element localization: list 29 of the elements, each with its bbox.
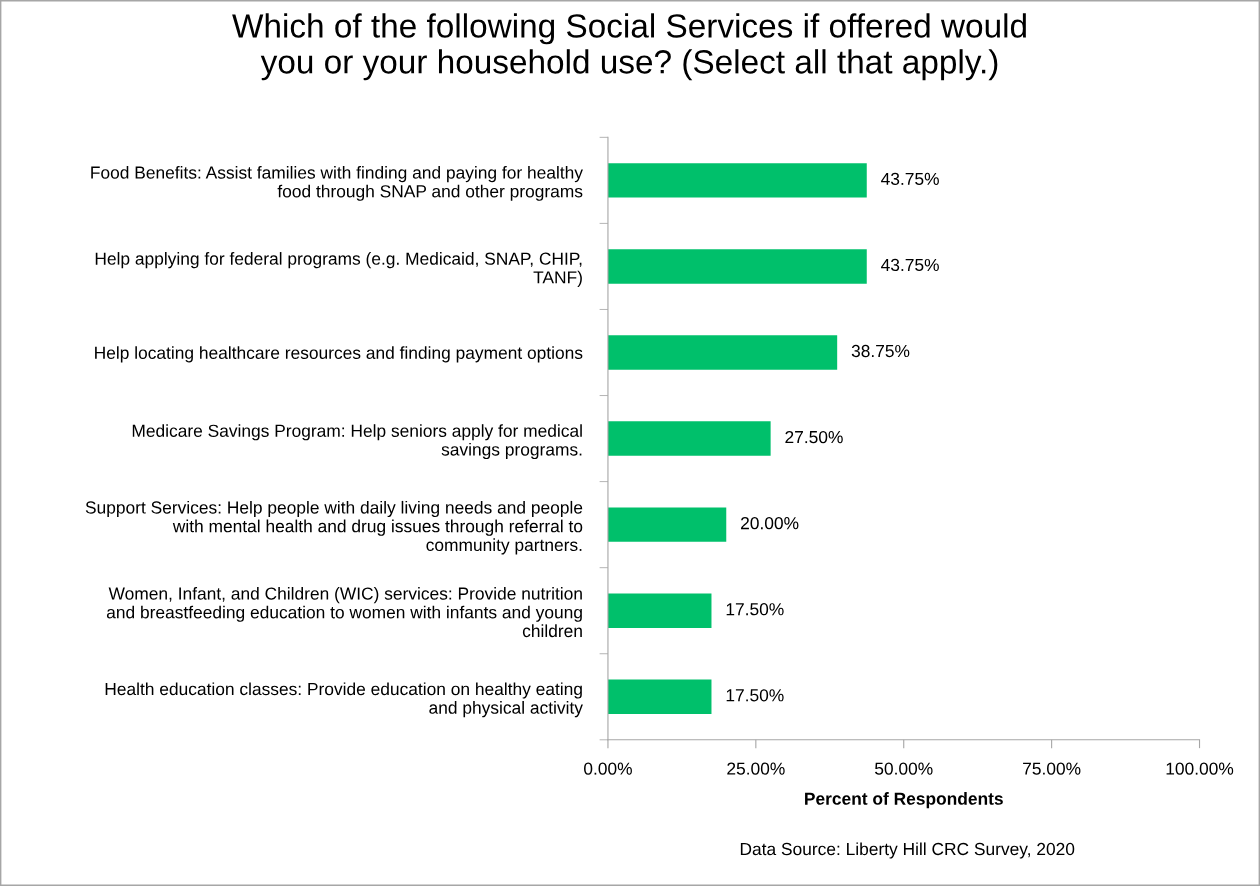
y-tick-label: Women, Infant, and Children (WIC) services: Provide nutrition and breastfeeding education to women with infants and young children [106,586,582,638]
y-tick-label: Support Services: Help people with daily living needs and people with mental health and drug issues through referral to community partners. [85,500,583,555]
bar [607,507,727,542]
bar [607,421,771,456]
y-tick-label: Help locating healthcare resources and finding payment options [95,346,583,363]
source-note: Data Source: Liberty Hill CRC Survey, 2020 [740,842,1075,859]
data-label: 17.50% [726,689,784,702]
y-tick-label: Help applying for federal programs (e.g. Medicaid, SNAP, CHIP, TANF) [95,252,582,287]
x-tick-label: 100.00% [1166,762,1234,775]
data-label: 20.00% [741,517,799,530]
y-tick-label: Food Benefits: Assist families with finding and paying for healthy food through SNAP and other programs [91,165,583,201]
data-label: 38.75% [851,344,910,358]
data-label: 43.75% [881,258,939,272]
x-tick-label: 75.00% [1023,762,1081,775]
bar [607,335,838,370]
bar [607,249,867,284]
data-label: 17.50% [726,603,784,616]
bar [607,593,712,628]
y-tick-label: Medicare Savings Program: Help seniors apply for medical savings programs. [132,424,582,460]
data-label: 27.50% [785,430,843,444]
y-tick-label: Health education classes: Provide education on healthy eating and physical activity [105,682,583,718]
x-tick-label: 25.00% [727,762,785,775]
data-label: 43.75% [881,172,939,186]
bar [607,163,867,198]
x-tick-label: 50.00% [874,762,933,775]
x-tick-label: 0.00% [584,762,632,775]
bar [607,679,712,714]
x-axis-title: Percent of Respondents [805,792,1003,809]
chart-title: Which of the following Social Services if offered would you or your household use? (Select all that apply.) [232,13,1026,81]
